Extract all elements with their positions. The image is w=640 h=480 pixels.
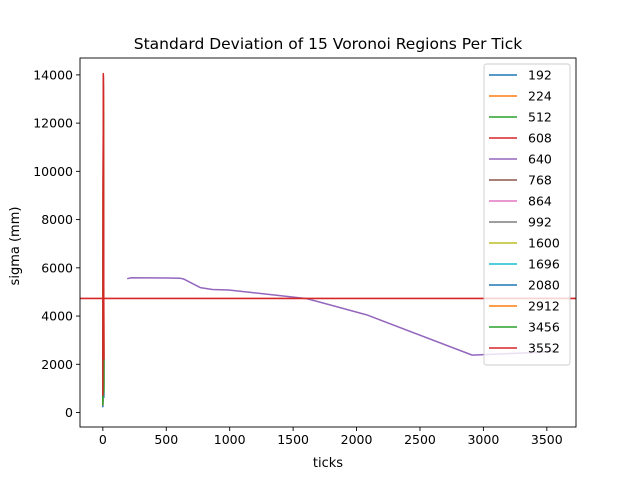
series-group (80, 72, 576, 408)
legend-label-3552: 3552 (528, 341, 560, 356)
legend-label-640: 640 (528, 152, 552, 167)
x-tick-label: 3000 (467, 432, 499, 447)
x-tick-label: 2500 (404, 432, 436, 447)
y-tick-label: 0 (65, 405, 73, 420)
x-tick-label: 3500 (531, 432, 563, 447)
axes-frame (79, 57, 577, 428)
y-axis-title: sigma (mm) (8, 207, 23, 286)
legend-label-2912: 2912 (528, 299, 560, 314)
legend-box (483, 63, 571, 366)
y-tick-label: 12000 (33, 116, 73, 131)
y-tick-label: 4000 (41, 309, 73, 324)
legend-label-3456: 3456 (528, 320, 560, 335)
x-tick-label: 0 (99, 432, 107, 447)
legend-label-864: 864 (528, 194, 552, 209)
y-tick-label: 6000 (41, 260, 73, 275)
chart-title: Standard Deviation of 15 Voronoi Regions… (134, 35, 522, 53)
x-tick-label: 500 (154, 432, 178, 447)
legend-label-2080: 2080 (528, 278, 560, 293)
y-tick-label: 10000 (33, 164, 73, 179)
y-tick-label: 2000 (41, 357, 73, 372)
y-tick-label: 8000 (41, 212, 73, 227)
legend-label-192: 192 (528, 68, 552, 83)
x-tick-label: 1500 (277, 432, 309, 447)
legend-label-608: 608 (528, 131, 552, 146)
legend-label-1600: 1600 (528, 236, 560, 251)
plot-area: 0 500 1000 1500 2000 2500 3000 3500 0 2000 4000 600… (33, 57, 577, 447)
legend-label-224: 224 (528, 89, 552, 104)
series-line-640 (127, 276, 554, 356)
y-tick-label: 14000 (33, 67, 73, 82)
series-line-3552 (102, 74, 105, 396)
legend-label-512: 512 (528, 110, 552, 125)
x-axis-title: ticks (313, 456, 343, 471)
legend-label-992: 992 (528, 215, 552, 230)
legend-label-1696: 1696 (528, 257, 560, 272)
legend-label-768: 768 (528, 173, 552, 188)
legend: 192 224 512 608 640 768 864 992 1600 1696 2080 2912… (483, 63, 571, 366)
x-tick-label: 1000 (214, 432, 246, 447)
x-tick-label: 2000 (341, 432, 373, 447)
